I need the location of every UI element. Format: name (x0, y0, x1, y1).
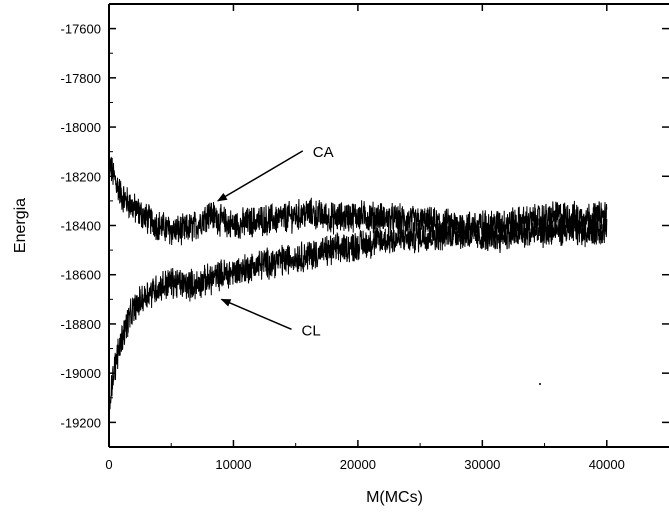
series-line-ca (108, 156, 608, 246)
x-axis-ticks: 0 10000 20000 30000 40000 (105, 4, 625, 472)
stray-dot (539, 383, 541, 385)
x-tick-label: 30000 (464, 457, 500, 472)
annotation-label-ca: CA (313, 144, 334, 161)
y-axis-ticks: -17600 -17800 -18000 -18200 -18400 -18600 -188… (61, 22, 669, 430)
y-tick-label: -18000 (61, 120, 101, 135)
y-tick-label: -17800 (61, 71, 101, 86)
stray-dot-mark (539, 383, 541, 385)
x-tick-label: 0 (105, 457, 112, 472)
x-tick-label: 40000 (589, 457, 625, 472)
y-tick-label: -17600 (61, 22, 101, 37)
x-tick-label: 10000 (215, 457, 251, 472)
x-tick-label: 20000 (340, 457, 376, 472)
y-tick-label: -19200 (61, 415, 101, 430)
annotation-label-cl: CL (302, 322, 321, 339)
annotation-arrow-cl (220, 298, 292, 331)
annotation-arrow-ca (216, 150, 304, 202)
x-axis-label: M(MCs) (366, 489, 423, 506)
y-tick-label: -18800 (61, 317, 101, 332)
y-tick-label: -18400 (61, 219, 101, 234)
annotation-layer: CA CL (216, 144, 334, 339)
series-layer (108, 156, 608, 410)
y-tick-label: -18200 (61, 169, 101, 184)
series-line-cl (108, 214, 608, 410)
y-tick-label: -18600 (61, 268, 101, 283)
y-tick-label: -19000 (61, 366, 101, 381)
y-axis-label: Energia (12, 198, 29, 253)
